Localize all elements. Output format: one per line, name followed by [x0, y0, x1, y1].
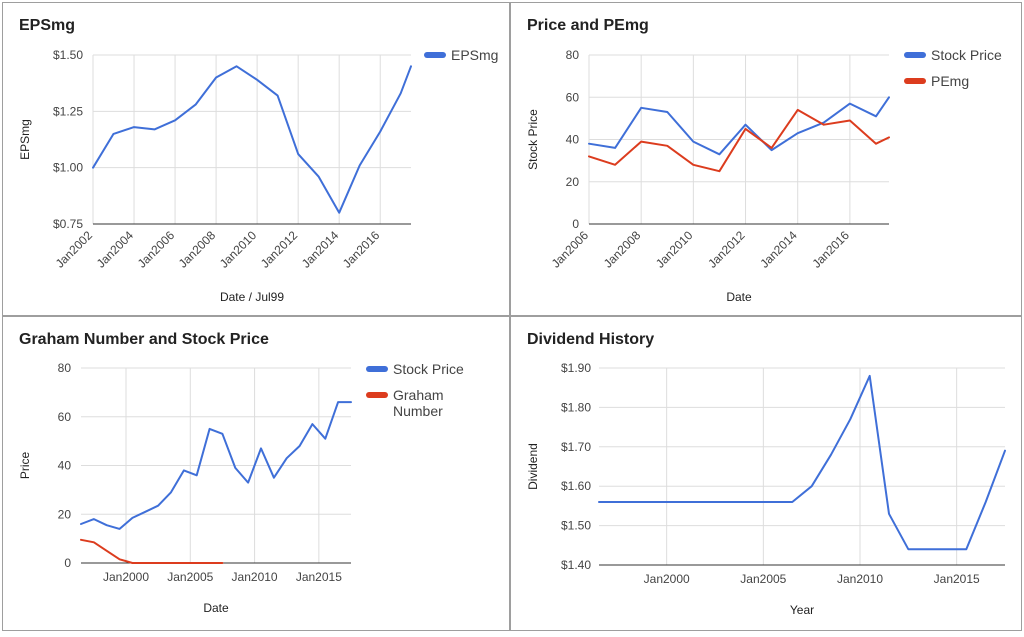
legend-label: Stock Price — [931, 47, 1002, 63]
x-axis-title: Date — [726, 290, 752, 304]
y-tick-label: 60 — [566, 90, 580, 104]
y-axis-title: Stock Price — [526, 109, 540, 170]
x-tick-label: Jan2010 — [217, 228, 260, 271]
y-tick-label: $1.70 — [561, 440, 591, 454]
x-tick-label: Jan2014 — [757, 228, 800, 271]
x-axis-title: Year — [790, 603, 814, 617]
chart-title: Price and PEmg — [527, 17, 649, 34]
series-line — [92, 65, 412, 214]
graham-chart: 0 20 40 60 80 Jan2000 Jan2005 Jan2010 Jan2015 Pri… — [18, 361, 464, 615]
x-tick-label: Jan2015 — [296, 570, 342, 584]
x-tick-label: Jan2000 — [103, 570, 149, 584]
series-line — [588, 108, 890, 173]
y-tick-label: 80 — [566, 48, 580, 62]
series-line — [80, 401, 352, 530]
eps-chart-panel: EPSmg $0.75 $1.00 $1.25 $1.50 Jan2002 Jan2004… — [2, 2, 510, 316]
x-tick-label: Jan2004 — [94, 228, 137, 271]
x-tick-label: Jan2006 — [549, 228, 592, 271]
x-tick-label: Jan2010 — [653, 228, 696, 271]
y-tick-label: 20 — [58, 507, 72, 521]
y-axis-title: Price — [18, 452, 32, 480]
series-line — [598, 374, 1006, 551]
legend-label: PEmg — [931, 73, 969, 89]
x-tick-label: Jan2016 — [340, 228, 383, 271]
y-tick-label: $0.75 — [53, 217, 83, 231]
y-tick-label: 80 — [58, 361, 72, 375]
chart-title: Dividend History — [527, 331, 655, 348]
x-tick-label: Jan2012 — [705, 228, 748, 271]
x-tick-label: Jan2010 — [232, 570, 278, 584]
x-axis-title: Date / Jul99 — [220, 290, 284, 304]
y-tick-label: 0 — [64, 556, 71, 570]
series-line — [80, 538, 224, 564]
legend-label: EPSmg — [451, 47, 498, 63]
y-tick-label: 0 — [572, 217, 579, 231]
x-tick-label: Jan2000 — [644, 572, 690, 586]
dividend-chart-panel: Dividend History $1.40 $1.50 $1.60 $1.70 $1.… — [510, 316, 1022, 631]
x-tick-label: Jan2008 — [176, 228, 219, 271]
y-tick-label: $1.00 — [53, 161, 83, 175]
y-tick-label: $1.60 — [561, 479, 591, 493]
price-pe-chart-panel: Price and PEmg 0 20 40 60 80 Jan2006 Jan2008 Ja… — [510, 2, 1022, 316]
y-tick-label: $1.90 — [561, 361, 591, 375]
y-tick-label: $1.50 — [561, 519, 591, 533]
y-tick-label: $1.25 — [53, 104, 83, 118]
graham-chart-panel: Graham Number and Stock Price 0 20 40 60 80 J… — [2, 316, 510, 631]
chart-title: EPSmg — [19, 17, 76, 34]
x-tick-label: Jan2008 — [601, 228, 644, 271]
y-tick-label: 60 — [58, 410, 72, 424]
x-tick-label: Jan2016 — [810, 228, 853, 271]
legend-label: Graham — [393, 387, 444, 403]
legend-label: Stock Price — [393, 361, 464, 377]
y-axis-title: EPSmg — [18, 119, 32, 160]
y-tick-label: $1.80 — [561, 400, 591, 414]
eps-chart: $0.75$1.00$1.25$1.50Jan2002Jan2004Jan200… — [18, 47, 498, 304]
x-tick-label: Jan2002 — [53, 228, 96, 271]
x-tick-label: Jan2015 — [934, 572, 980, 586]
x-axis-title: Date — [203, 601, 229, 615]
x-tick-label: Jan2014 — [299, 228, 342, 271]
x-tick-label: Jan2006 — [135, 228, 178, 271]
y-tick-label: 40 — [58, 459, 72, 473]
series-line — [588, 96, 890, 156]
y-tick-label: $1.50 — [53, 48, 83, 62]
legend-label-cont: Number — [393, 403, 443, 419]
y-tick-label: 40 — [566, 133, 580, 147]
y-tick-label: $1.40 — [561, 558, 591, 572]
y-axis-title: Dividend — [526, 443, 540, 490]
chart-title: Graham Number and Stock Price — [19, 331, 269, 348]
x-tick-label: Jan2005 — [740, 572, 786, 586]
y-tick-label: 20 — [566, 175, 580, 189]
x-tick-label: Jan2010 — [837, 572, 883, 586]
dividend-chart: $1.40 $1.50 $1.60 $1.70 $1.80 $1.90 Jan2000 Jan… — [526, 361, 1006, 617]
x-tick-label: Jan2012 — [258, 228, 301, 271]
x-tick-label: Jan2005 — [167, 570, 213, 584]
